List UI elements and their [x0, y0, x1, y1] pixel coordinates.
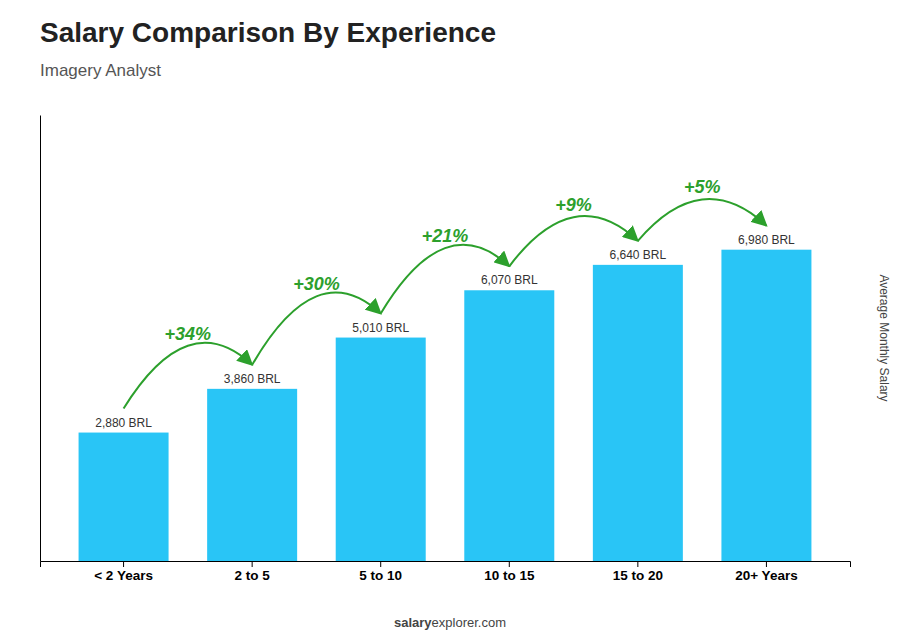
change-arrow [509, 216, 638, 266]
subtitle: Imagery Analyst [40, 61, 161, 80]
bar [207, 389, 297, 561]
change-arrow [638, 199, 767, 241]
x-tick-label: 5 to 10 [359, 568, 402, 583]
x-tick-mark [766, 561, 767, 567]
x-tick: 15 to 20 [613, 561, 663, 583]
x-tick: 2 to 5 [235, 561, 271, 583]
bars [79, 250, 812, 561]
bar [721, 250, 811, 561]
x-axis-line [41, 562, 851, 568]
change-label: +34% [165, 324, 212, 344]
plot: < 2 Years 2 to 5 5 to 10 10 to 15 15 to 20 20… [41, 116, 851, 583]
x-tick: 5 to 10 [359, 561, 402, 583]
x-tick: < 2 Years [94, 561, 153, 583]
x-tick: 20+ Years [735, 561, 797, 583]
data-label: 3,860 BRL [224, 372, 281, 386]
footer-part: salary [394, 615, 432, 630]
annotations: +34% +30% +21% +9% +5% [124, 177, 767, 408]
x-tick-label: 15 to 20 [613, 568, 663, 583]
data-labels: 2,880 BRL 3,860 BRL 5,010 BRL 6,070 BRL 6,64… [95, 233, 795, 430]
footer: salaryexplorer.com [394, 615, 506, 630]
change-label: +9% [555, 195, 592, 215]
y-axis-line [40, 116, 41, 562]
change-label: +21% [422, 226, 469, 246]
x-tick: 10 to 15 [484, 561, 535, 583]
change-label: +5% [684, 177, 721, 197]
y-axis-title: Average Monthly Salary [877, 274, 891, 401]
bar [464, 290, 554, 561]
x-tick-label: 20+ Years [735, 568, 797, 583]
title: Salary Comparison By Experience [40, 17, 496, 48]
footer-part: explorer.com [432, 615, 506, 630]
bar [593, 265, 683, 561]
chart: < 2 Years 2 to 5 5 to 10 10 to 15 15 to 20 20… [0, 0, 900, 641]
data-label: 6,980 BRL [738, 233, 795, 247]
x-tick-label: 10 to 15 [484, 568, 535, 583]
change-arrow [252, 293, 381, 365]
change-arrow [381, 245, 510, 314]
x-tick-mark [509, 561, 510, 567]
y-axis [40, 116, 41, 562]
bar [336, 338, 426, 561]
x-axis: < 2 Years 2 to 5 5 to 10 10 to 15 15 to 20 20… [41, 561, 851, 583]
x-tick-mark [637, 561, 638, 567]
bar [79, 433, 169, 561]
data-label: 6,640 BRL [609, 248, 666, 262]
x-tick-label: 2 to 5 [235, 568, 271, 583]
x-tick-mark [123, 561, 124, 567]
x-tick-mark [252, 561, 253, 567]
x-tick-label: < 2 Years [94, 568, 153, 583]
data-label: 5,010 BRL [352, 321, 409, 335]
data-label: 2,880 BRL [95, 416, 152, 430]
x-tick-mark [380, 561, 381, 567]
change-label: +30% [293, 274, 340, 294]
change-arrow [124, 343, 253, 409]
data-label: 6,070 BRL [481, 273, 538, 287]
